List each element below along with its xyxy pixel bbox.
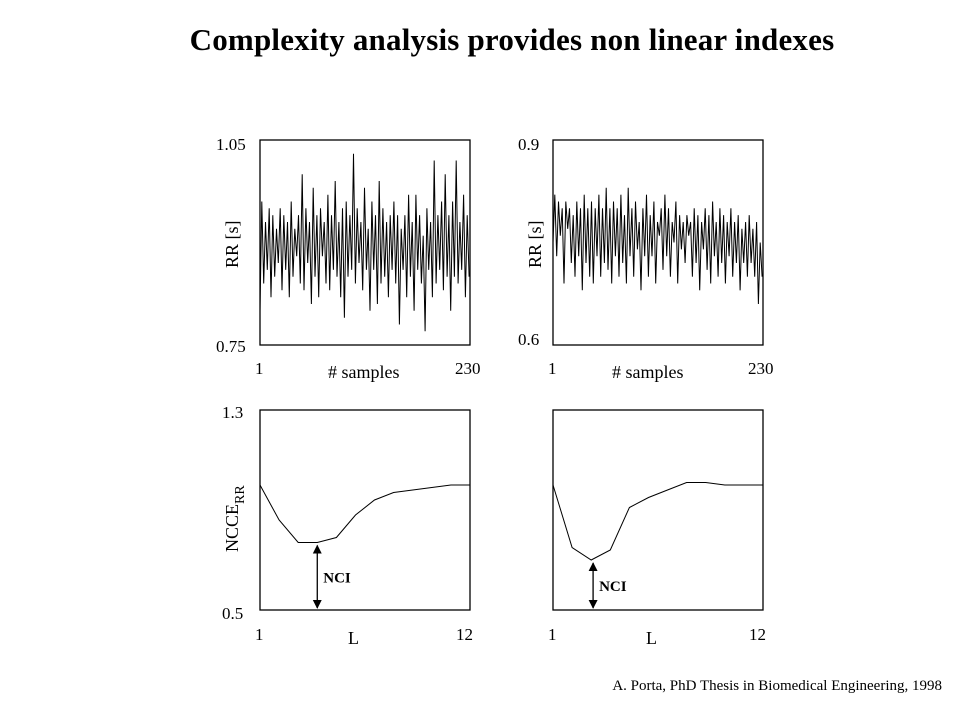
x-tick-left: 1	[548, 359, 557, 378]
x-tick-right: 230	[748, 359, 774, 378]
ncce-series-line	[259, 484, 470, 543]
y-axis-label-sub: RR	[233, 485, 248, 504]
plot-frame	[259, 409, 471, 611]
y-tick-top: 1.3	[222, 403, 243, 422]
x-tick-right: 230	[455, 359, 481, 378]
plot-frame	[259, 139, 471, 346]
y-axis-label: RR [s]	[222, 220, 242, 268]
nci-label: NCI	[599, 579, 627, 595]
rr-series-line	[259, 153, 470, 332]
slide-title: Complexity analysis provides non linear …	[189, 22, 835, 57]
citation: A. Porta, PhD Thesis in Biomedical Engin…	[612, 678, 942, 694]
x-tick-right: 12	[456, 625, 473, 644]
x-tick-right: 12	[749, 625, 766, 644]
chart-ncce-left: NCI 1.3 0.5 1 12 L NCCERR	[222, 403, 473, 648]
y-tick-top: 1.05	[216, 135, 246, 154]
y-tick-bottom: 0.6	[518, 330, 539, 349]
rr-series-line	[552, 187, 763, 305]
svg-text:NCCERR: NCCERR	[222, 485, 248, 552]
x-axis-label: # samples	[612, 362, 684, 382]
y-tick-bottom: 0.75	[216, 337, 246, 356]
x-axis-label: # samples	[328, 362, 400, 382]
plot-frame	[552, 409, 764, 611]
y-axis-label: RR [s]	[525, 220, 545, 268]
y-tick-bottom: 0.5	[222, 604, 243, 623]
x-axis-label: L	[348, 628, 359, 648]
x-axis-label: L	[646, 628, 657, 648]
chart-rr-left: 1.05 0.75 1 230 # samples RR [s]	[216, 135, 481, 382]
y-tick-top: 0.9	[518, 135, 539, 154]
y-axis-label: NCCERR	[222, 485, 248, 552]
chart-ncce-right: NCI 1 12 L	[548, 409, 766, 648]
x-tick-left: 1	[548, 625, 557, 644]
nci-label: NCI	[323, 570, 351, 586]
x-tick-left: 1	[255, 359, 264, 378]
chart-rr-right: 0.9 0.6 1 230 # samples RR [s]	[518, 135, 774, 382]
ncce-series-line	[552, 482, 763, 561]
y-axis-label-main: NCCE	[222, 504, 242, 552]
x-tick-left: 1	[255, 625, 264, 644]
